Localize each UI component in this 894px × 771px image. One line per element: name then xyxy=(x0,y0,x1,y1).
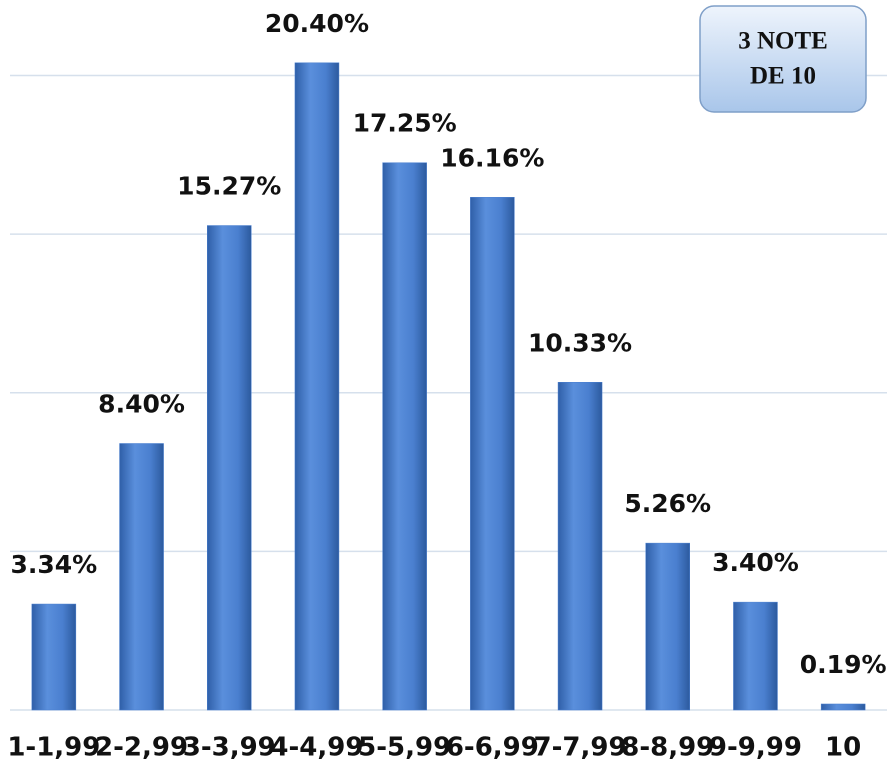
x-tick-label: 6-6,99 xyxy=(446,733,539,763)
bar xyxy=(119,443,164,711)
x-tick-label: 10 xyxy=(825,733,861,763)
bar xyxy=(733,601,778,711)
x-tick-label: 3-3,99 xyxy=(183,733,276,763)
x-tick-label: 5-5,99 xyxy=(358,733,451,763)
bar xyxy=(645,542,690,711)
data-label: 17.25% xyxy=(353,109,457,138)
bar xyxy=(382,162,427,711)
x-tick-label: 7-7,99 xyxy=(534,733,627,763)
data-label: 16.16% xyxy=(440,143,544,172)
x-tick-label: 9-9,99 xyxy=(709,733,802,763)
x-tick-label: 1-1,99 xyxy=(7,733,100,763)
data-label: 20.40% xyxy=(265,9,369,38)
note-line: 3 NOTE xyxy=(738,28,828,55)
data-label: 10.33% xyxy=(528,328,632,357)
bars xyxy=(31,62,866,711)
bar xyxy=(294,62,340,711)
bar xyxy=(820,703,866,711)
x-tick-label: 4-4,99 xyxy=(270,733,363,763)
data-label: 8.40% xyxy=(98,389,185,418)
data-label: 5.26% xyxy=(624,489,711,518)
note-box xyxy=(699,5,867,113)
data-label: 3.34% xyxy=(10,550,97,579)
bar xyxy=(557,382,603,711)
data-label: 0.19% xyxy=(800,650,887,679)
bar xyxy=(207,225,252,711)
x-tick-label: 2-2,99 xyxy=(95,733,188,763)
bar xyxy=(470,197,515,711)
note-line: DE 10 xyxy=(750,63,816,90)
x-tick-label: 8-8,99 xyxy=(621,733,714,763)
data-label: 15.27% xyxy=(177,172,281,201)
data-label: 3.40% xyxy=(712,548,799,577)
bar xyxy=(31,603,77,711)
